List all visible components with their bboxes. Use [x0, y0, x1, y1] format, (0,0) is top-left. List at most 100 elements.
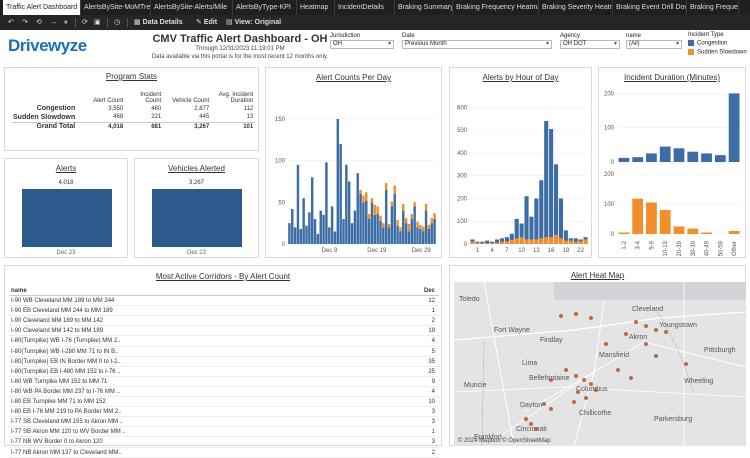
slowdown-bar[interactable] [539, 238, 544, 244]
slowdown-bar[interactable] [618, 232, 630, 235]
congestion-bar[interactable] [319, 210, 322, 244]
congestion-bar[interactable] [524, 196, 529, 244]
slowdown-bar[interactable] [396, 219, 399, 226]
slowdown-bar[interactable] [399, 227, 402, 232]
pause-icon[interactable]: ⏸ [64, 19, 68, 26]
congestion-bar[interactable] [549, 129, 554, 244]
heat-point[interactable] [564, 368, 568, 372]
heat-point[interactable] [576, 390, 580, 394]
slowdown-bar[interactable] [384, 183, 388, 190]
table-row[interactable]: I-80(Turnpike) EB I-480 MM 152 to I-76 .… [9, 367, 439, 377]
heat-point[interactable] [559, 314, 563, 318]
congestion-bar[interactable] [370, 202, 374, 244]
congestion-bar[interactable] [544, 121, 549, 244]
congestion-bar[interactable] [359, 194, 362, 244]
heat-point[interactable] [589, 382, 593, 386]
table-row[interactable]: I-80 WB Turnpike MM 152 to MM 71 9 [9, 377, 439, 387]
history-icon[interactable]: ◷ [114, 19, 121, 26]
heat-point[interactable] [582, 378, 586, 382]
table-row[interactable]: I-80 WB PA Border MM 237 to I-76 MM .. 4 [9, 387, 439, 398]
congestion-bar[interactable] [356, 173, 359, 244]
alerts-kpi-bar[interactable] [22, 189, 112, 247]
table-row[interactable]: I-90 EB Cleveland MM 244 to MM 189 1 [9, 306, 439, 317]
heat-point[interactable] [604, 342, 608, 346]
congestion-bar[interactable] [494, 239, 500, 244]
congestion-bar[interactable] [333, 231, 337, 245]
slowdown-bar[interactable] [490, 243, 495, 244]
slowdown-bar[interactable] [728, 231, 740, 234]
slowdown-bar[interactable] [514, 238, 519, 244]
slowdown-bar[interactable] [485, 243, 490, 244]
slowdown-bar[interactable] [632, 198, 644, 234]
congestion-bar[interactable] [399, 231, 402, 245]
slowdown-bar[interactable] [701, 232, 712, 235]
congestion-bar[interactable] [673, 148, 685, 162]
table-row[interactable]: I-80 EB I-76 MM 219 to PA Border MM 2.. 3 [9, 407, 439, 418]
slowdown-bar[interactable] [433, 213, 436, 219]
slowdown-bar[interactable] [365, 192, 368, 201]
slowdown-bar[interactable] [387, 224, 391, 228]
revert-icon[interactable]: ⟲ [36, 19, 42, 26]
table-row[interactable]: I-80(Turnpike) WB I-280 MM 71 to IN B.. 5 [9, 347, 439, 357]
congestion-bar[interactable] [376, 214, 379, 244]
congestion-bar[interactable] [728, 93, 740, 162]
congestion-bar[interactable] [353, 210, 357, 244]
congestion-bar[interactable] [396, 225, 399, 244]
heat-point[interactable] [594, 388, 598, 392]
congestion-bar[interactable] [433, 219, 436, 244]
congestion-bar[interactable] [379, 220, 382, 244]
congestion-bar[interactable] [330, 206, 334, 245]
congestion-bar[interactable] [402, 210, 405, 244]
heat-point[interactable] [664, 330, 668, 334]
table-row[interactable]: I-80(Turnpike) WB I-76 (Turnpike) MM 2..… [9, 336, 439, 347]
slowdown-bar[interactable] [553, 234, 559, 244]
congestion-bar[interactable] [714, 155, 726, 162]
pause-updates-icon[interactable]: ▣ [94, 19, 101, 26]
slowdown-bar[interactable] [367, 214, 371, 219]
congestion-bar[interactable] [618, 157, 630, 162]
congestion-bar[interactable] [288, 223, 291, 244]
slowdown-bar[interactable] [393, 185, 396, 194]
name-select[interactable]: (All) ▾ [626, 40, 682, 49]
tab-item[interactable]: AlertsBySite-Alerts/Mile [151, 0, 233, 15]
edit-button[interactable]: ✎ Edit [196, 19, 218, 26]
heat-point[interactable] [589, 316, 593, 320]
slowdown-bar[interactable] [416, 221, 419, 228]
congestion-bar[interactable] [499, 238, 505, 244]
congestion-bar[interactable] [509, 233, 514, 244]
congestion-bar[interactable] [427, 229, 431, 244]
congestion-bar[interactable] [339, 144, 342, 244]
heat-point[interactable] [629, 376, 633, 380]
heat-point[interactable] [549, 407, 553, 411]
heat-point[interactable] [616, 368, 620, 372]
congestion-bar[interactable] [308, 212, 311, 244]
table-row[interactable]: I-90 Cleveland MM 189 to MM 142 2 [9, 316, 439, 327]
congestion-bar[interactable] [553, 164, 559, 244]
slowdown-bar[interactable] [410, 214, 414, 219]
congestion-bar[interactable] [632, 157, 644, 162]
congestion-bar[interactable] [519, 223, 524, 244]
slowdown-bar[interactable] [563, 240, 568, 244]
refresh-icon[interactable]: ⟳ [82, 19, 88, 26]
congestion-bar[interactable] [558, 198, 564, 244]
table-row[interactable]: I-77 SB Cleveland MM 155 to Akron MM .. 3 [9, 417, 439, 428]
slowdown-bar[interactable] [475, 242, 480, 244]
table-row[interactable]: I-90 Cleveland MM 142 to MM 189 19 [9, 326, 439, 337]
congestion-bar[interactable] [293, 227, 297, 244]
slowdown-bar[interactable] [359, 189, 362, 194]
congestion-bar[interactable] [299, 229, 303, 244]
slowdown-bar[interactable] [494, 242, 500, 244]
heat-point[interactable] [644, 342, 648, 346]
slowdown-bar[interactable] [573, 241, 578, 244]
tab-item[interactable]: Heatmap [297, 0, 335, 15]
heat-point[interactable] [574, 374, 578, 378]
heat-point[interactable] [684, 362, 688, 366]
congestion-bar[interactable] [384, 189, 388, 244]
redo-icon[interactable]: ↷ [22, 19, 28, 26]
tab-item[interactable]: Braking Frequency Heatmap [453, 0, 539, 15]
congestion-bar[interactable] [534, 198, 539, 244]
congestion-bar[interactable] [563, 230, 568, 244]
tab-item[interactable]: Braking Frequency p... [687, 0, 739, 15]
slowdown-bar[interactable] [504, 241, 509, 244]
slowdown-bar[interactable] [578, 241, 583, 244]
